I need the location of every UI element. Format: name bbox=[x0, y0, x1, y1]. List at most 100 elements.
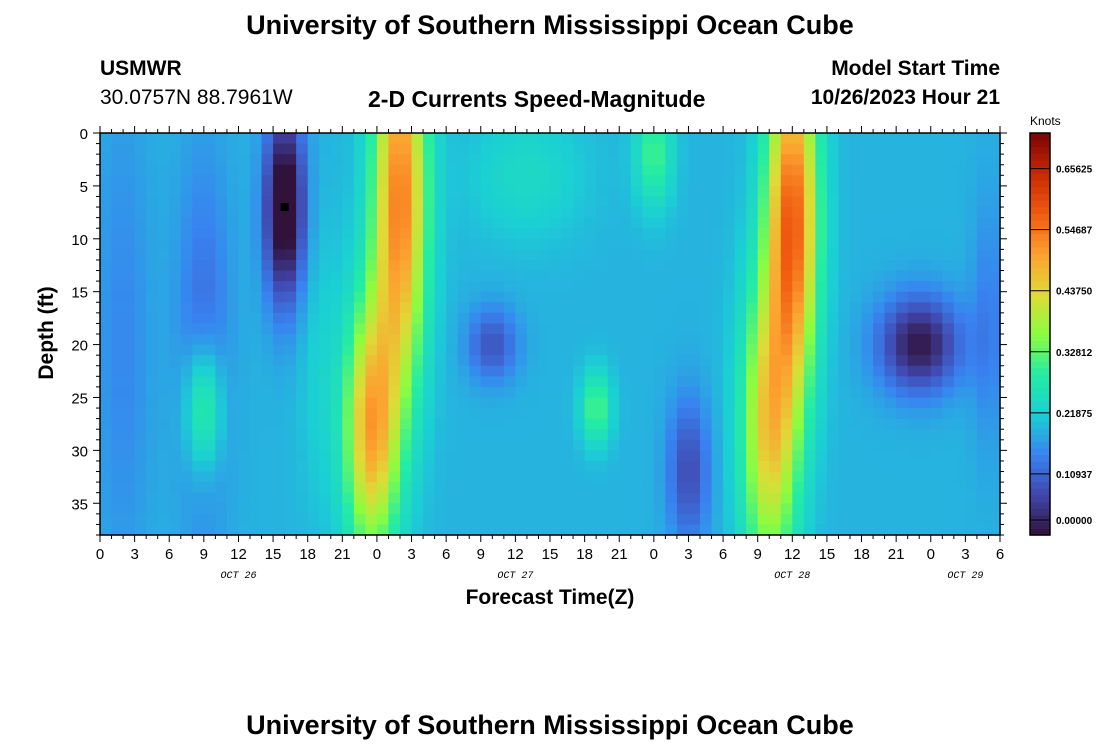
heatmap-cell bbox=[700, 164, 713, 176]
location-marker bbox=[280, 203, 289, 212]
heatmap-cell bbox=[111, 196, 124, 208]
heatmap-cell bbox=[111, 207, 124, 219]
heatmap-cell bbox=[757, 228, 770, 240]
heatmap-cell bbox=[284, 482, 297, 494]
heatmap-cell bbox=[700, 439, 713, 451]
heatmap-cell bbox=[953, 207, 966, 219]
heatmap-cell bbox=[584, 503, 597, 515]
heatmap-cell bbox=[953, 143, 966, 155]
heatmap-cell bbox=[469, 238, 482, 250]
heatmap-cell bbox=[134, 355, 147, 367]
heatmap-cell bbox=[700, 386, 713, 399]
heatmap-cell bbox=[503, 386, 516, 399]
heatmap-cell bbox=[734, 418, 747, 430]
heatmap-cell bbox=[653, 302, 666, 314]
heatmap-cell bbox=[330, 217, 343, 229]
heatmap-cell bbox=[688, 492, 701, 504]
heatmap-cell bbox=[838, 365, 851, 377]
heatmap-cell bbox=[469, 270, 482, 282]
heatmap-cell bbox=[930, 334, 943, 346]
heatmap-cell bbox=[376, 439, 390, 451]
heatmap-cell bbox=[180, 344, 193, 356]
heatmap-cell bbox=[630, 281, 643, 293]
heatmap-cell bbox=[457, 259, 470, 272]
heatmap-cell bbox=[180, 207, 193, 219]
heatmap-cell bbox=[896, 524, 909, 536]
heatmap-cell bbox=[700, 492, 713, 504]
heatmap-cell bbox=[965, 450, 978, 462]
colorbar-segment bbox=[1030, 441, 1050, 449]
heatmap-cell bbox=[169, 524, 182, 536]
heatmap-cell bbox=[423, 503, 436, 515]
heatmap-cell bbox=[146, 365, 159, 377]
heatmap-cell bbox=[434, 503, 447, 515]
heatmap-cell bbox=[134, 217, 147, 229]
heatmap-cell bbox=[238, 143, 251, 155]
heatmap-cell bbox=[988, 355, 1001, 367]
heatmap-cell bbox=[215, 513, 228, 526]
heatmap-cell bbox=[561, 312, 574, 325]
heatmap-cell bbox=[734, 259, 747, 272]
heatmap-cell bbox=[388, 524, 401, 536]
heatmap-cell bbox=[365, 513, 378, 526]
heatmap-cell bbox=[226, 249, 240, 261]
heatmap-cell bbox=[515, 482, 528, 494]
heatmap-cell bbox=[930, 365, 943, 377]
heatmap-cell bbox=[226, 291, 240, 303]
heatmap-cell bbox=[226, 323, 240, 335]
heatmap-cell bbox=[273, 460, 286, 473]
heatmap-cell bbox=[734, 291, 747, 303]
heatmap-cell bbox=[319, 259, 332, 272]
colorbar-segment bbox=[1030, 334, 1050, 342]
heatmap-cell bbox=[850, 323, 863, 335]
heatmap-cell bbox=[642, 291, 655, 303]
heatmap-cell bbox=[642, 217, 655, 229]
heatmap-cell bbox=[757, 482, 770, 494]
heatmap-cell bbox=[688, 291, 701, 303]
heatmap-cell bbox=[953, 196, 966, 208]
heatmap-cell bbox=[226, 133, 240, 145]
heatmap-cell bbox=[769, 185, 782, 198]
heatmap-cell bbox=[180, 386, 193, 399]
heatmap-cell bbox=[226, 281, 240, 293]
heatmap-cell bbox=[642, 460, 655, 473]
heatmap-cell bbox=[723, 207, 736, 219]
heatmap-cell bbox=[203, 249, 216, 261]
heatmap-cell bbox=[157, 175, 170, 187]
heatmap-cell bbox=[284, 344, 297, 356]
heatmap-cell bbox=[538, 429, 551, 441]
heatmap-cell bbox=[850, 312, 863, 325]
heatmap-cell bbox=[780, 196, 793, 208]
heatmap-cell bbox=[215, 196, 228, 208]
heatmap-cell bbox=[803, 133, 816, 145]
heatmap-cell bbox=[365, 429, 378, 441]
heatmap-cell bbox=[134, 344, 147, 356]
heatmap-cell bbox=[226, 164, 240, 176]
heatmap-cell bbox=[250, 429, 263, 441]
heatmap-cell bbox=[480, 439, 493, 451]
heatmap-cell bbox=[111, 386, 124, 399]
heatmap-cell bbox=[907, 439, 920, 451]
heatmap-cell bbox=[307, 429, 320, 441]
heatmap-cell bbox=[584, 228, 597, 240]
heatmap-cell bbox=[734, 228, 747, 240]
heatmap-cell bbox=[665, 492, 678, 504]
heatmap-cell bbox=[976, 524, 990, 536]
heatmap-cell bbox=[526, 408, 540, 420]
heatmap-cell bbox=[607, 259, 620, 272]
heatmap-cell bbox=[630, 492, 643, 504]
heatmap-cell bbox=[330, 164, 343, 176]
heatmap-cell bbox=[261, 154, 274, 166]
heatmap-cell bbox=[619, 175, 632, 187]
heatmap-cell bbox=[134, 450, 147, 462]
heatmap-cell bbox=[192, 270, 205, 282]
heatmap-cell bbox=[653, 355, 666, 367]
heatmap-cell bbox=[792, 408, 805, 420]
heatmap-cell bbox=[526, 513, 540, 526]
heatmap-cell bbox=[873, 365, 886, 377]
heatmap-cell bbox=[930, 439, 943, 451]
heatmap-cell bbox=[642, 439, 655, 451]
heatmap-cell bbox=[850, 492, 863, 504]
heatmap-cell bbox=[146, 238, 159, 250]
heatmap-cell bbox=[480, 164, 493, 176]
